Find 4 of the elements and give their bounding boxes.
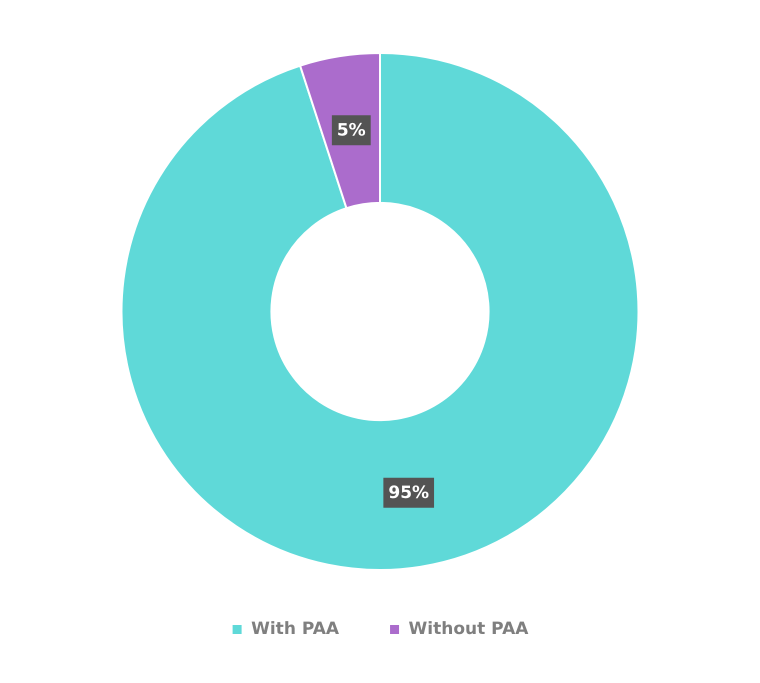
- legend-label: Without PAA: [408, 618, 530, 639]
- data-label: 5%: [336, 120, 366, 141]
- data-label: 95%: [388, 483, 430, 504]
- legend-label: With PAA: [251, 618, 340, 639]
